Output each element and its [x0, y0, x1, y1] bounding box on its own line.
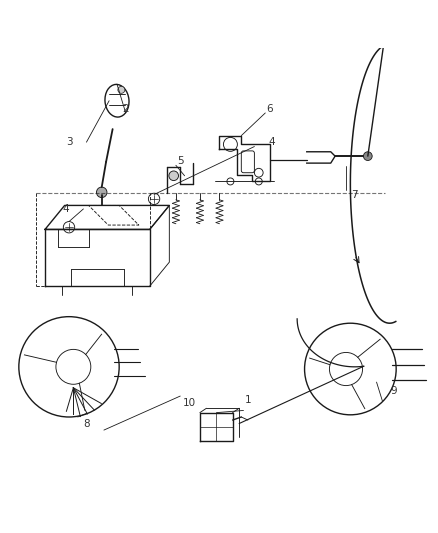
- Circle shape: [169, 171, 178, 181]
- Circle shape: [363, 152, 371, 160]
- Text: 7: 7: [350, 190, 357, 199]
- Circle shape: [117, 86, 124, 93]
- Text: 2: 2: [122, 103, 129, 114]
- Text: 6: 6: [266, 103, 272, 114]
- Text: 9: 9: [390, 386, 396, 396]
- Text: 10: 10: [182, 398, 195, 408]
- Text: 4: 4: [63, 204, 69, 214]
- Text: 1: 1: [244, 394, 251, 405]
- Text: 8: 8: [83, 419, 89, 430]
- Circle shape: [96, 187, 107, 198]
- Text: 3: 3: [66, 137, 72, 147]
- Text: 4: 4: [268, 137, 275, 147]
- Text: 5: 5: [177, 156, 183, 166]
